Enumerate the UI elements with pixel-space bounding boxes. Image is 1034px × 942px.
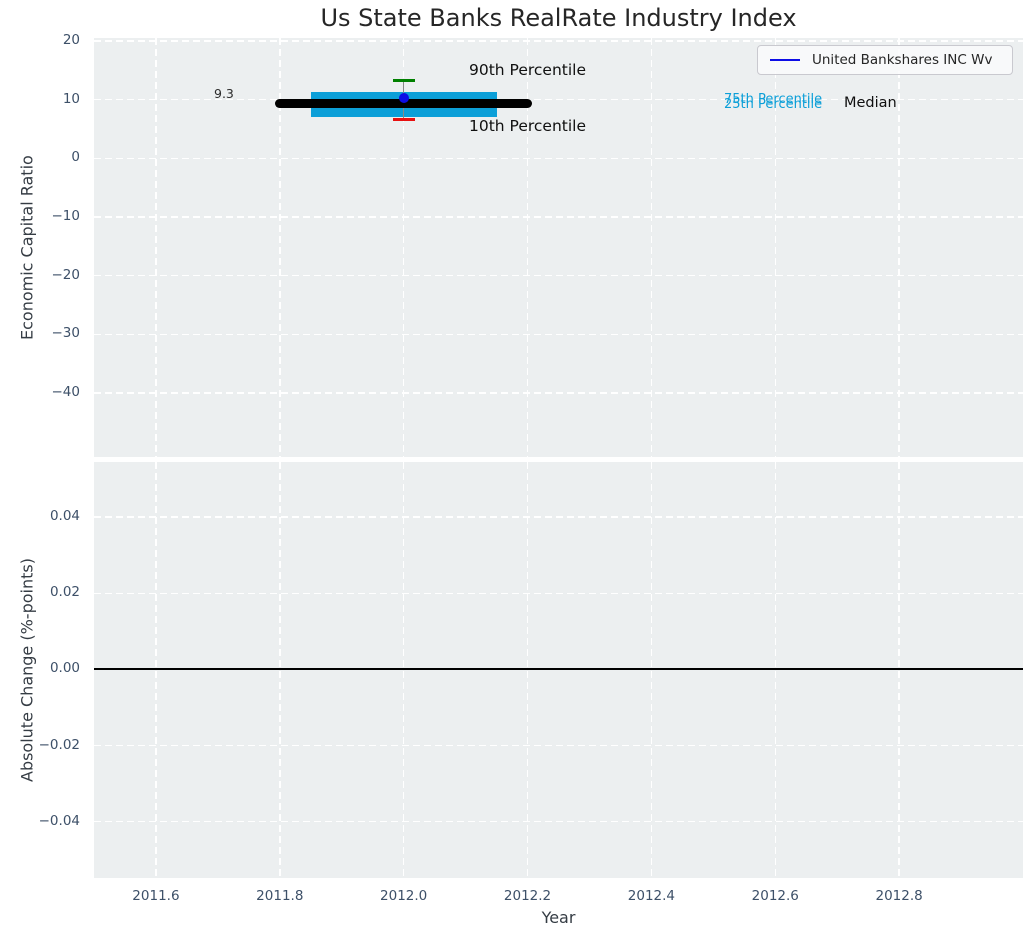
- gridline-vertical: [279, 38, 281, 457]
- gridline-vertical: [402, 38, 405, 457]
- y-tick-label: −10: [51, 207, 81, 224]
- y-tick-label: 0: [71, 149, 80, 166]
- annotation: 75th Percentile: [724, 92, 823, 107]
- annotation: Median: [844, 95, 897, 111]
- x-tick-label: 2012.2: [503, 888, 552, 904]
- gridline-horizontal: [94, 392, 1023, 394]
- gridline-horizontal: [94, 98, 1023, 101]
- legend-line-sample: [770, 58, 800, 62]
- gridline-horizontal: [94, 820, 1023, 823]
- gridline-horizontal: [94, 744, 1023, 747]
- gridline-horizontal: [94, 333, 1023, 336]
- x-tick-label: 2012.4: [627, 888, 676, 904]
- y-tick-label: 10: [62, 90, 80, 107]
- p90-cap: [392, 78, 415, 82]
- annotation: 10th Percentile: [469, 117, 587, 135]
- x-tick-label: 2012.6: [751, 888, 799, 904]
- x-axis-label: Year: [541, 908, 576, 927]
- y-tick-label: 20: [62, 31, 80, 48]
- y-tick-label: −0.02: [38, 736, 80, 753]
- gridline-vertical: [898, 38, 900, 457]
- y-tick-label: −20: [51, 266, 81, 283]
- x-tick-label: 2011.8: [256, 888, 304, 904]
- top-plot-area: [94, 38, 1023, 457]
- gridline-horizontal: [94, 274, 1023, 277]
- y-tick-label: 0.02: [49, 584, 80, 601]
- legend-label: United Bankshares INC Wv: [812, 52, 993, 68]
- gridline-horizontal: [94, 216, 1023, 218]
- gridline-vertical: [526, 38, 529, 457]
- gridline-horizontal: [94, 157, 1023, 160]
- gridline-vertical: [155, 38, 157, 457]
- legend: United Bankshares INC Wv: [757, 45, 1013, 75]
- y-tick-label: −40: [51, 384, 81, 401]
- zero-line: [94, 668, 1023, 671]
- annotation: 9.3: [214, 86, 234, 101]
- y-tick-label: 0.04: [49, 508, 80, 525]
- gridline-horizontal: [94, 516, 1023, 518]
- p10-cap: [392, 118, 415, 122]
- company-point: [398, 92, 409, 103]
- y-tick-label: −0.04: [38, 812, 80, 829]
- annotation: 25th Percentile: [724, 97, 823, 112]
- gridline-horizontal: [94, 592, 1023, 595]
- x-tick-label: 2012.0: [380, 888, 428, 904]
- gridline-horizontal: [94, 40, 1023, 42]
- gridline-vertical: [774, 38, 777, 457]
- median-line: [275, 99, 533, 109]
- gridline-vertical: [650, 38, 653, 457]
- x-tick-label: 2012.8: [875, 888, 923, 904]
- chart-title: Us State Banks RealRate Industry Index: [320, 4, 797, 32]
- x-tick-label: 2011.6: [132, 888, 180, 904]
- annotation: 90th Percentile: [469, 61, 587, 79]
- y-tick-label: 0.00: [49, 660, 80, 677]
- y-tick-label: −30: [51, 325, 81, 342]
